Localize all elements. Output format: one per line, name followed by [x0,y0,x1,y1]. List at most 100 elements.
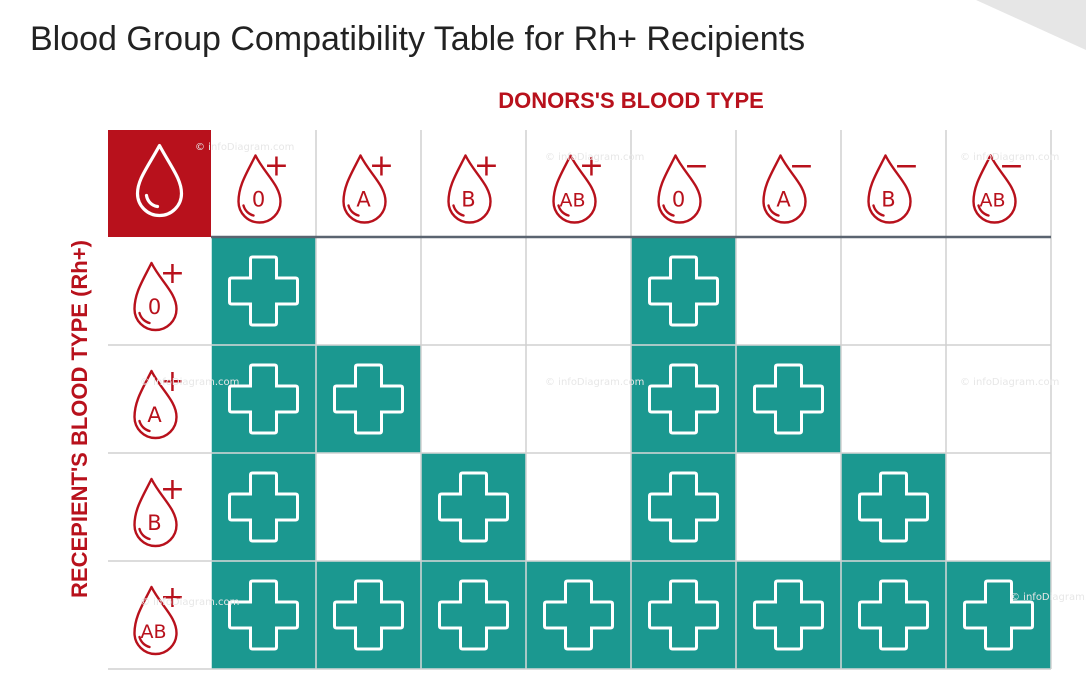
watermark-text: © infoDiagram.com [140,597,239,608]
cell-fill [526,561,631,669]
corner-decoration [976,0,1086,50]
compatible-cell [211,345,316,453]
cell-fill [211,345,316,453]
donor-3-group-label: AB [559,190,585,212]
page-title: Blood Group Compatibility Table for Rh+ … [30,20,806,58]
drop-highlight [872,204,885,217]
watermark-text: © infoDiagram.com [195,142,294,153]
plus-icon [648,471,719,543]
donor-4-group-label: 0 [672,188,685,212]
donor-6-rh-sign: − [894,149,919,184]
donor-3-drop-icon: AB + [552,149,604,224]
compatible-cell [211,561,316,669]
cell-fill [316,345,421,453]
cell-fill [421,453,526,561]
recipient-3-rh-sign: + [160,580,185,615]
watermark-text: © infoDiagram.com [140,377,239,388]
cell-fill [421,561,526,669]
compatible-cell [211,237,316,345]
recipient-2-group-label: B [147,511,161,535]
cell-fill [631,345,736,453]
donor-7-group-label: AB [979,190,1005,212]
plus-icon [648,579,719,651]
donor-7-rh-sign: − [999,149,1024,184]
compatible-cell [841,453,946,561]
plus-icon [858,579,929,651]
plus-icon [648,255,719,327]
compatible-cell [631,237,736,345]
cell-fill [736,561,841,669]
recipient-2-rh-sign: + [160,472,185,507]
watermark-text: © infoDiagram.com [545,152,644,163]
drop-highlight [977,204,990,217]
donor-7-drop-icon: AB − [972,149,1024,224]
drop-outline [342,154,387,224]
recipient-1-rh-sign: + [160,364,185,399]
drop-outline [447,154,492,224]
drop-highlight [138,419,151,433]
donor-0-drop-icon: 0+ [237,149,289,224]
drop-highlight [242,204,255,217]
drop-highlight [767,204,780,217]
compatible-cell [631,561,736,669]
cell-fill [946,561,1051,669]
plus-icon [963,579,1034,651]
donor-1-drop-icon: A+ [342,149,394,224]
donor-5-group-label: A [776,188,791,212]
watermark-text: © infoDiagram.com [1010,592,1086,603]
plus-icon [228,579,299,651]
cell-fill [211,237,316,345]
watermark-text: © infoDiagram.com [960,152,1059,163]
cell-fill [736,345,841,453]
donor-4-rh-sign: − [684,149,709,184]
drop-outline [867,154,912,224]
compatible-cell [421,561,526,669]
donor-5-drop-icon: A− [762,149,814,224]
compatible-cell [211,453,316,561]
drop-highlight [138,527,151,541]
drop-outline [133,585,178,656]
donor-0-group-label: 0 [252,188,265,212]
recipient-1-drop-icon: A+ [133,364,185,440]
recipient-0-rh-sign: + [160,256,185,291]
plus-icon [228,363,299,435]
compatible-cell [841,561,946,669]
donor-6-drop-icon: B− [867,149,919,224]
donor-axis-label: DONORS'S BLOOD TYPE [498,88,764,113]
compatible-cell [946,561,1051,669]
compatible-cell [631,345,736,453]
compatible-cell [736,561,841,669]
drop-outline [133,477,178,548]
grid-lines [108,130,1052,670]
drop-highlight [138,635,151,649]
compatible-cell [631,453,736,561]
plus-icon [333,363,404,435]
plus-icon [543,579,614,651]
donor-1-rh-sign: + [369,149,394,184]
plus-icon [438,579,509,651]
donor-2-drop-icon: B+ [447,149,499,224]
plus-icon [648,363,719,435]
drop-highlight [662,204,675,217]
cell-fill [316,561,421,669]
cell-fill [631,561,736,669]
compatible-cell [736,345,841,453]
cell-fill [211,561,316,669]
recipient-3-drop-icon: AB + [133,580,185,656]
donor-1-group-label: A [356,188,371,212]
drop-highlight [138,311,151,325]
compatible-cell [421,453,526,561]
cell-fill [841,561,946,669]
recipient-1-group-label: A [147,403,162,427]
drop-outline [972,154,1017,224]
donor-2-group-label: B [461,188,475,212]
drop-outline [762,154,807,224]
recipient-0-group-label: 0 [148,295,161,319]
drop-highlight [452,204,465,217]
recipient-3-group-label: AB [140,621,166,643]
drop-highlight [557,204,570,217]
watermark-text: © infoDiagram.com [545,377,644,388]
compatible-cell [316,345,421,453]
drop-outline [552,154,597,224]
